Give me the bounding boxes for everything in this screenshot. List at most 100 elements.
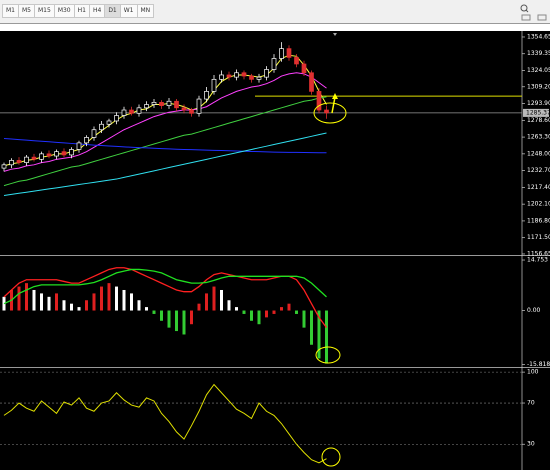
candle-body xyxy=(121,109,127,116)
annotation-circle xyxy=(313,102,347,124)
histogram-bar xyxy=(17,286,21,311)
histogram-bar xyxy=(85,300,88,311)
annotation-circle xyxy=(321,447,341,467)
candle-body xyxy=(189,109,194,114)
y-tick-label: 1339.35 xyxy=(527,50,550,57)
histogram-bar xyxy=(55,293,58,311)
histogram-bar xyxy=(137,300,141,311)
candle-body xyxy=(114,115,119,122)
histogram-bar xyxy=(167,310,171,328)
histogram-bar xyxy=(145,307,148,311)
y-tick-label: 100 xyxy=(527,369,539,376)
histogram-bar xyxy=(310,310,313,345)
shift-marker xyxy=(333,33,337,36)
y-tick-label: 70 xyxy=(527,400,535,407)
indicator-line xyxy=(3,96,327,187)
candle-body xyxy=(324,109,329,114)
histogram-bar xyxy=(62,300,66,311)
candle-body xyxy=(294,57,299,65)
histogram-bar xyxy=(70,303,73,311)
histogram-bar xyxy=(182,310,186,335)
histogram-bar xyxy=(100,286,103,311)
y-tick-label: 1156.65 xyxy=(527,250,550,257)
toolbar: M1 M5 M15 M30 H1 H4 D1 W1 MN xyxy=(0,0,550,24)
y-tick-label: 1232.70 xyxy=(527,167,550,174)
candle-body xyxy=(226,74,232,78)
timeframe-button[interactable]: H4 xyxy=(88,4,106,18)
candle-body xyxy=(211,78,217,92)
y-tick-label: 1171.50 xyxy=(527,234,550,241)
candle-body xyxy=(129,109,134,114)
candle-body xyxy=(61,151,67,156)
search-icon-handle xyxy=(525,9,529,13)
y-tick-label: 1293.90 xyxy=(527,100,550,107)
candle-body xyxy=(241,72,247,77)
histogram-bar xyxy=(197,303,201,311)
price-label: 1285.37 xyxy=(526,109,550,116)
histogram-bar xyxy=(250,310,253,321)
histogram-bar xyxy=(295,310,298,314)
candle-body xyxy=(16,160,22,163)
histogram-bar xyxy=(302,310,306,328)
candle-body xyxy=(69,149,74,156)
annotation-circle xyxy=(315,346,341,364)
icon[interactable] xyxy=(521,14,531,21)
y-tick-label: -15.8189 xyxy=(527,361,550,368)
candle-body xyxy=(249,75,254,80)
candle-body xyxy=(181,107,187,111)
indicator-line xyxy=(3,383,327,464)
y-tick-label: 14.753 xyxy=(527,257,548,264)
candle-body xyxy=(24,156,29,163)
histogram-bar xyxy=(40,293,43,311)
histogram-bar xyxy=(257,310,261,325)
timeframe-button[interactable]: MN xyxy=(136,4,155,18)
plot-layers: 1354.65 1339.35 1324.05 1309.20 1293.90 1278.… xyxy=(0,33,550,464)
histogram-bar xyxy=(175,310,178,332)
timeframe-bar: M1 M5 M15 M30 H1 H4 D1 W1 MN xyxy=(2,4,155,18)
histogram-bar xyxy=(32,289,36,311)
candle-body xyxy=(316,91,322,111)
histogram-bar xyxy=(235,307,238,311)
candle-body xyxy=(91,129,97,138)
histogram-bar xyxy=(212,286,216,311)
candle-body xyxy=(159,101,164,106)
separator xyxy=(0,24,550,31)
y-tick-label: 1248.00 xyxy=(527,150,550,157)
histogram-bar xyxy=(77,307,81,311)
chart-background xyxy=(0,31,550,470)
histogram-bar xyxy=(280,307,283,311)
y-tick-label: 1324.05 xyxy=(527,67,550,74)
timeframe-button[interactable]: M15 xyxy=(34,4,55,18)
histogram-bar xyxy=(227,300,231,311)
candle-body xyxy=(9,160,14,166)
annotation-arrow-head xyxy=(332,93,338,99)
candle-body xyxy=(99,123,104,131)
search-icon[interactable] xyxy=(520,4,528,12)
candle-body xyxy=(256,76,262,80)
histogram-bar xyxy=(265,310,268,318)
histogram-bar xyxy=(25,283,28,311)
icon[interactable] xyxy=(537,14,547,21)
y-tick-label: 1202.10 xyxy=(527,201,550,208)
candle-body xyxy=(279,48,284,59)
histogram-bar xyxy=(160,310,163,321)
indicator-line xyxy=(3,132,327,196)
candle-body xyxy=(234,72,239,78)
y-tick-label: 1278.60 xyxy=(527,117,550,124)
histogram-bar xyxy=(130,293,133,311)
candle-body xyxy=(219,74,224,80)
toolbar-icons xyxy=(520,4,547,21)
candle-body xyxy=(136,107,142,114)
histogram-bar xyxy=(317,310,321,359)
histogram-bar xyxy=(287,303,291,311)
y-tick-label: 30 xyxy=(527,441,535,448)
histogram-bar xyxy=(47,296,51,311)
indicator-line xyxy=(3,268,327,305)
candle-body xyxy=(196,98,202,114)
y-tick-label: 1263.30 xyxy=(527,134,550,141)
candle-body xyxy=(174,100,179,109)
candle-body xyxy=(76,142,82,150)
histogram-bar xyxy=(122,289,126,311)
